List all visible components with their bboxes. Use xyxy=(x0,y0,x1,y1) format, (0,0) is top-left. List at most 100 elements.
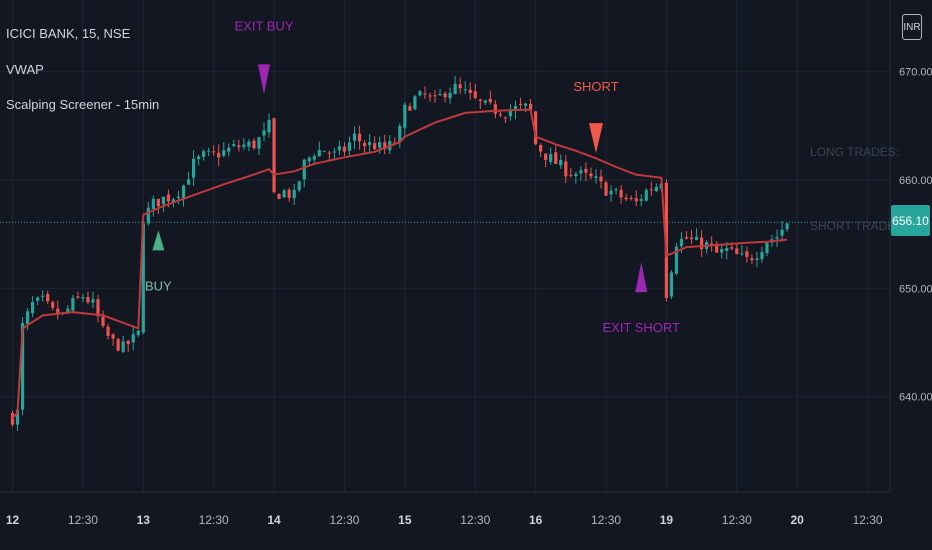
candle-body xyxy=(91,299,95,303)
signal-label-buy: BUY xyxy=(145,278,172,293)
signal-label-exit-buy: EXIT BUY xyxy=(234,18,293,33)
candle-body xyxy=(277,193,281,199)
candle-body xyxy=(126,341,130,345)
candle-body xyxy=(488,98,492,103)
candle-body xyxy=(86,296,90,303)
candle-body xyxy=(292,189,296,199)
candle-body xyxy=(393,142,397,144)
candle-body xyxy=(619,189,623,198)
candle-body xyxy=(357,133,362,142)
vwap-legend[interactable]: VWAP xyxy=(6,62,44,77)
candle-body xyxy=(121,341,125,352)
candle-body xyxy=(463,89,467,91)
x-tick-label: 12:30 xyxy=(199,513,229,527)
candle-body xyxy=(508,110,513,117)
x-tick-label: 13 xyxy=(137,513,151,527)
candle-body xyxy=(342,146,347,152)
signal-label-exit-short: EXIT SHORT xyxy=(602,320,680,335)
x-tick-label: 15 xyxy=(398,513,412,527)
candle-body xyxy=(227,147,231,152)
y-tick-label: 670.00 xyxy=(899,67,932,79)
x-tick-label: 20 xyxy=(791,513,805,527)
candle-body xyxy=(282,190,286,198)
last-price-tag: 656.10 xyxy=(891,205,930,236)
candle-body xyxy=(51,302,55,308)
candle-body xyxy=(181,185,186,199)
short-trades-label: SHORT TRADES: xyxy=(810,219,907,233)
candle-body xyxy=(579,170,583,174)
price-axis[interactable]: 640.00 650.00 660.00 670.00 xyxy=(899,67,932,404)
candle-body xyxy=(574,174,578,177)
candle-body xyxy=(413,96,417,109)
candle-body xyxy=(197,156,201,160)
time-axis[interactable]: 12 12:30 13 12:30 14 12:30 15 12:30 16 12:30 19 12:… xyxy=(6,513,883,527)
candle-body xyxy=(594,176,598,178)
candle-body xyxy=(20,322,25,410)
candle-body xyxy=(715,243,719,253)
candle-body xyxy=(66,308,70,313)
candle-body xyxy=(730,247,734,249)
candle-body xyxy=(498,114,503,116)
x-tick-label: 12:30 xyxy=(460,513,490,527)
candle-body xyxy=(689,237,694,240)
candle-body xyxy=(503,117,508,119)
candle-body xyxy=(56,308,60,315)
candle-body xyxy=(750,258,754,261)
candle-body xyxy=(549,154,553,162)
candle-body xyxy=(161,196,165,205)
candlestick-series xyxy=(10,76,789,432)
x-tick-label: 16 xyxy=(529,513,543,527)
candle-body xyxy=(468,89,472,93)
candle-body xyxy=(222,150,226,156)
candle-body xyxy=(408,106,412,111)
candle-body xyxy=(96,299,100,317)
x-tick-label: 12 xyxy=(6,513,20,527)
candle-body xyxy=(146,207,150,224)
candle-body xyxy=(599,176,603,182)
candle-body xyxy=(141,223,145,333)
candle-body xyxy=(523,103,528,106)
indicator-legend[interactable]: Scalping Screener - 15min xyxy=(6,97,160,112)
candle-body xyxy=(780,229,784,236)
candle-body xyxy=(654,186,658,191)
candle-body xyxy=(518,103,523,105)
candle-body xyxy=(337,146,342,151)
candle-body xyxy=(609,190,613,195)
currency-badge[interactable]: INR xyxy=(902,14,922,40)
candle-body xyxy=(10,413,15,425)
candle-body xyxy=(649,189,653,191)
signal-marker-short xyxy=(588,123,603,154)
candle-body xyxy=(720,248,724,253)
candle-body xyxy=(644,189,648,201)
candle-body xyxy=(534,111,538,145)
candle-body xyxy=(267,119,271,133)
candle-body xyxy=(322,150,326,152)
x-tick-label: 14 xyxy=(267,513,281,527)
candle-body xyxy=(438,93,442,96)
candle-body xyxy=(247,141,251,147)
candle-body xyxy=(539,145,543,152)
candle-body xyxy=(634,198,638,202)
candle-body xyxy=(765,243,769,253)
candle-body xyxy=(398,126,402,143)
candle-body xyxy=(46,294,50,302)
candle-body xyxy=(493,104,497,114)
candle-body xyxy=(735,248,739,255)
candle-body xyxy=(202,151,206,157)
candle-body xyxy=(554,152,558,164)
candle-body xyxy=(101,316,105,326)
candle-body xyxy=(604,182,608,196)
candle-body xyxy=(559,160,563,166)
candle-body xyxy=(297,181,301,191)
candle-body xyxy=(106,326,110,336)
candle-body xyxy=(302,159,306,180)
candle-body xyxy=(453,83,457,94)
candle-body xyxy=(629,198,633,200)
candle-body xyxy=(458,84,462,89)
candle-body xyxy=(71,298,75,311)
candle-body xyxy=(15,409,20,425)
symbol-title[interactable]: ICICI BANK, 15, NSE xyxy=(6,26,131,41)
candle-body xyxy=(423,93,427,95)
